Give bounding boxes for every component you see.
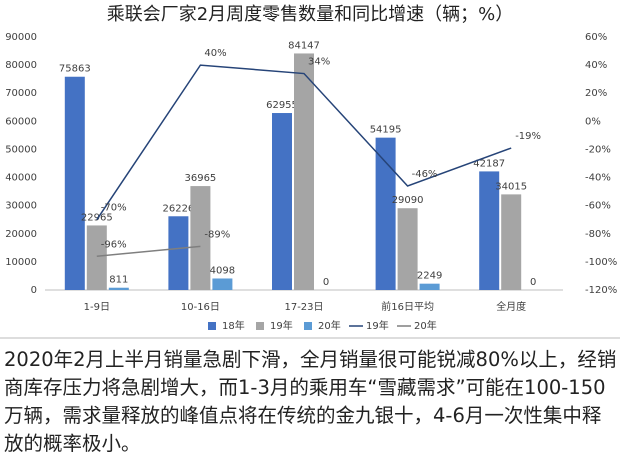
line-label: -19% xyxy=(515,131,541,142)
y2-tick-label: 0% xyxy=(585,116,601,127)
bar-label: 42187 xyxy=(473,158,505,169)
bar xyxy=(501,194,522,290)
y2-tick-label: -120% xyxy=(585,285,617,296)
bar-label: 84147 xyxy=(288,40,320,51)
line-label: -70% xyxy=(101,203,127,214)
bar-label: 54195 xyxy=(370,125,402,136)
bar-label: 22965 xyxy=(81,212,113,223)
bar-label: 34015 xyxy=(495,181,527,192)
bar-label: 2249 xyxy=(417,271,442,282)
bar-label: 62955 xyxy=(266,100,298,111)
y-tick-label: 90000 xyxy=(5,32,37,43)
y-tick-label: 40000 xyxy=(5,173,37,184)
y-tick-label: 30000 xyxy=(5,201,37,212)
line-label: 40% xyxy=(204,48,226,59)
y2-tick-label: 60% xyxy=(585,32,607,43)
line-label: -89% xyxy=(204,229,230,240)
bar xyxy=(108,287,129,290)
bar-label: 29090 xyxy=(392,195,424,206)
y2-tick-label: -20% xyxy=(585,144,611,155)
legend-swatch xyxy=(256,322,264,330)
bar xyxy=(212,278,233,290)
x-tick-label: 10-16日 xyxy=(181,302,220,313)
y2-tick-label: -60% xyxy=(585,201,611,212)
y2-tick-label: -40% xyxy=(585,173,611,184)
y-tick-label: 60000 xyxy=(5,116,37,127)
bar xyxy=(294,53,314,291)
bar xyxy=(419,283,440,290)
bar xyxy=(86,225,107,290)
y2-tick-label: -80% xyxy=(585,229,611,240)
legend-label: 19年 xyxy=(366,319,389,332)
bar xyxy=(375,137,396,290)
x-tick-label: 前16日平均 xyxy=(381,300,434,313)
bar-label: 0 xyxy=(530,277,536,288)
y-tick-label: 20000 xyxy=(5,229,37,240)
caption: 2020年2月上半月销量急剧下滑，全月销量很可能锐减80%以上，经销商库存压力将… xyxy=(4,348,617,455)
bar-label: 811 xyxy=(109,275,128,286)
bar-label: 4098 xyxy=(210,265,235,276)
line-label: -96% xyxy=(101,239,127,250)
bar xyxy=(272,113,292,291)
bar xyxy=(397,208,418,290)
line-label: -46% xyxy=(412,169,438,180)
y-tick-label: 50000 xyxy=(5,144,37,155)
y-tick-label: 10000 xyxy=(5,257,37,268)
bar xyxy=(168,216,189,290)
y-tick-label: 70000 xyxy=(5,88,37,99)
x-tick-label: 1-9日 xyxy=(84,302,110,313)
bar-label: 0 xyxy=(323,277,329,288)
bar xyxy=(479,171,500,290)
bar xyxy=(190,186,211,290)
y2-tick-label: 40% xyxy=(585,60,607,71)
chart-title: 乘联会厂家2月周度零售数量和同比增速（辆；%） xyxy=(107,4,514,25)
bar xyxy=(64,76,85,290)
bar-label: 75863 xyxy=(59,64,91,75)
line xyxy=(96,64,512,221)
x-tick-label: 全月度 xyxy=(496,300,526,313)
bar-label: 36965 xyxy=(184,173,216,184)
y2-tick-label: -100% xyxy=(585,257,617,268)
y-tick-label: 80000 xyxy=(5,60,37,71)
legend-label: 20年 xyxy=(414,319,437,332)
legend-label: 18年 xyxy=(222,319,245,332)
chart: 乘联会厂家2月周度零售数量和同比增速（辆；%） 0 10000 20000 30000… xyxy=(0,4,620,339)
y2-tick-label: 20% xyxy=(585,88,607,99)
line xyxy=(96,245,201,258)
legend-label: 20年 xyxy=(318,319,341,332)
x-tick-label: 17-23日 xyxy=(284,302,323,313)
legend-label: 19年 xyxy=(270,319,293,332)
y-tick-label: 0 xyxy=(31,285,37,296)
legend-swatch xyxy=(304,322,312,330)
legend-swatch xyxy=(208,322,216,330)
line-label: 34% xyxy=(308,57,330,68)
bar-label: 26226 xyxy=(162,203,194,214)
